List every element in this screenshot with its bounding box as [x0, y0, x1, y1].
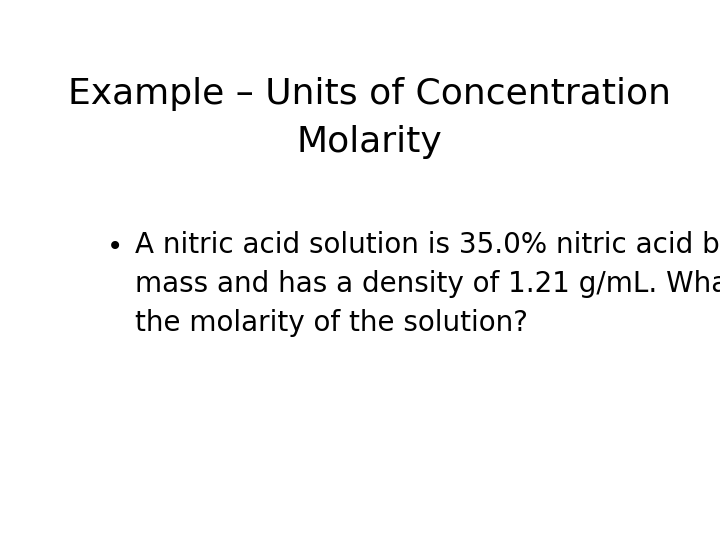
Text: •: • [107, 233, 123, 261]
Text: A nitric acid solution is 35.0% nitric acid by
mass and has a density of 1.21 g/: A nitric acid solution is 35.0% nitric a… [135, 231, 720, 337]
Text: Example – Units of Concentration
Molarity: Example – Units of Concentration Molarit… [68, 77, 670, 159]
